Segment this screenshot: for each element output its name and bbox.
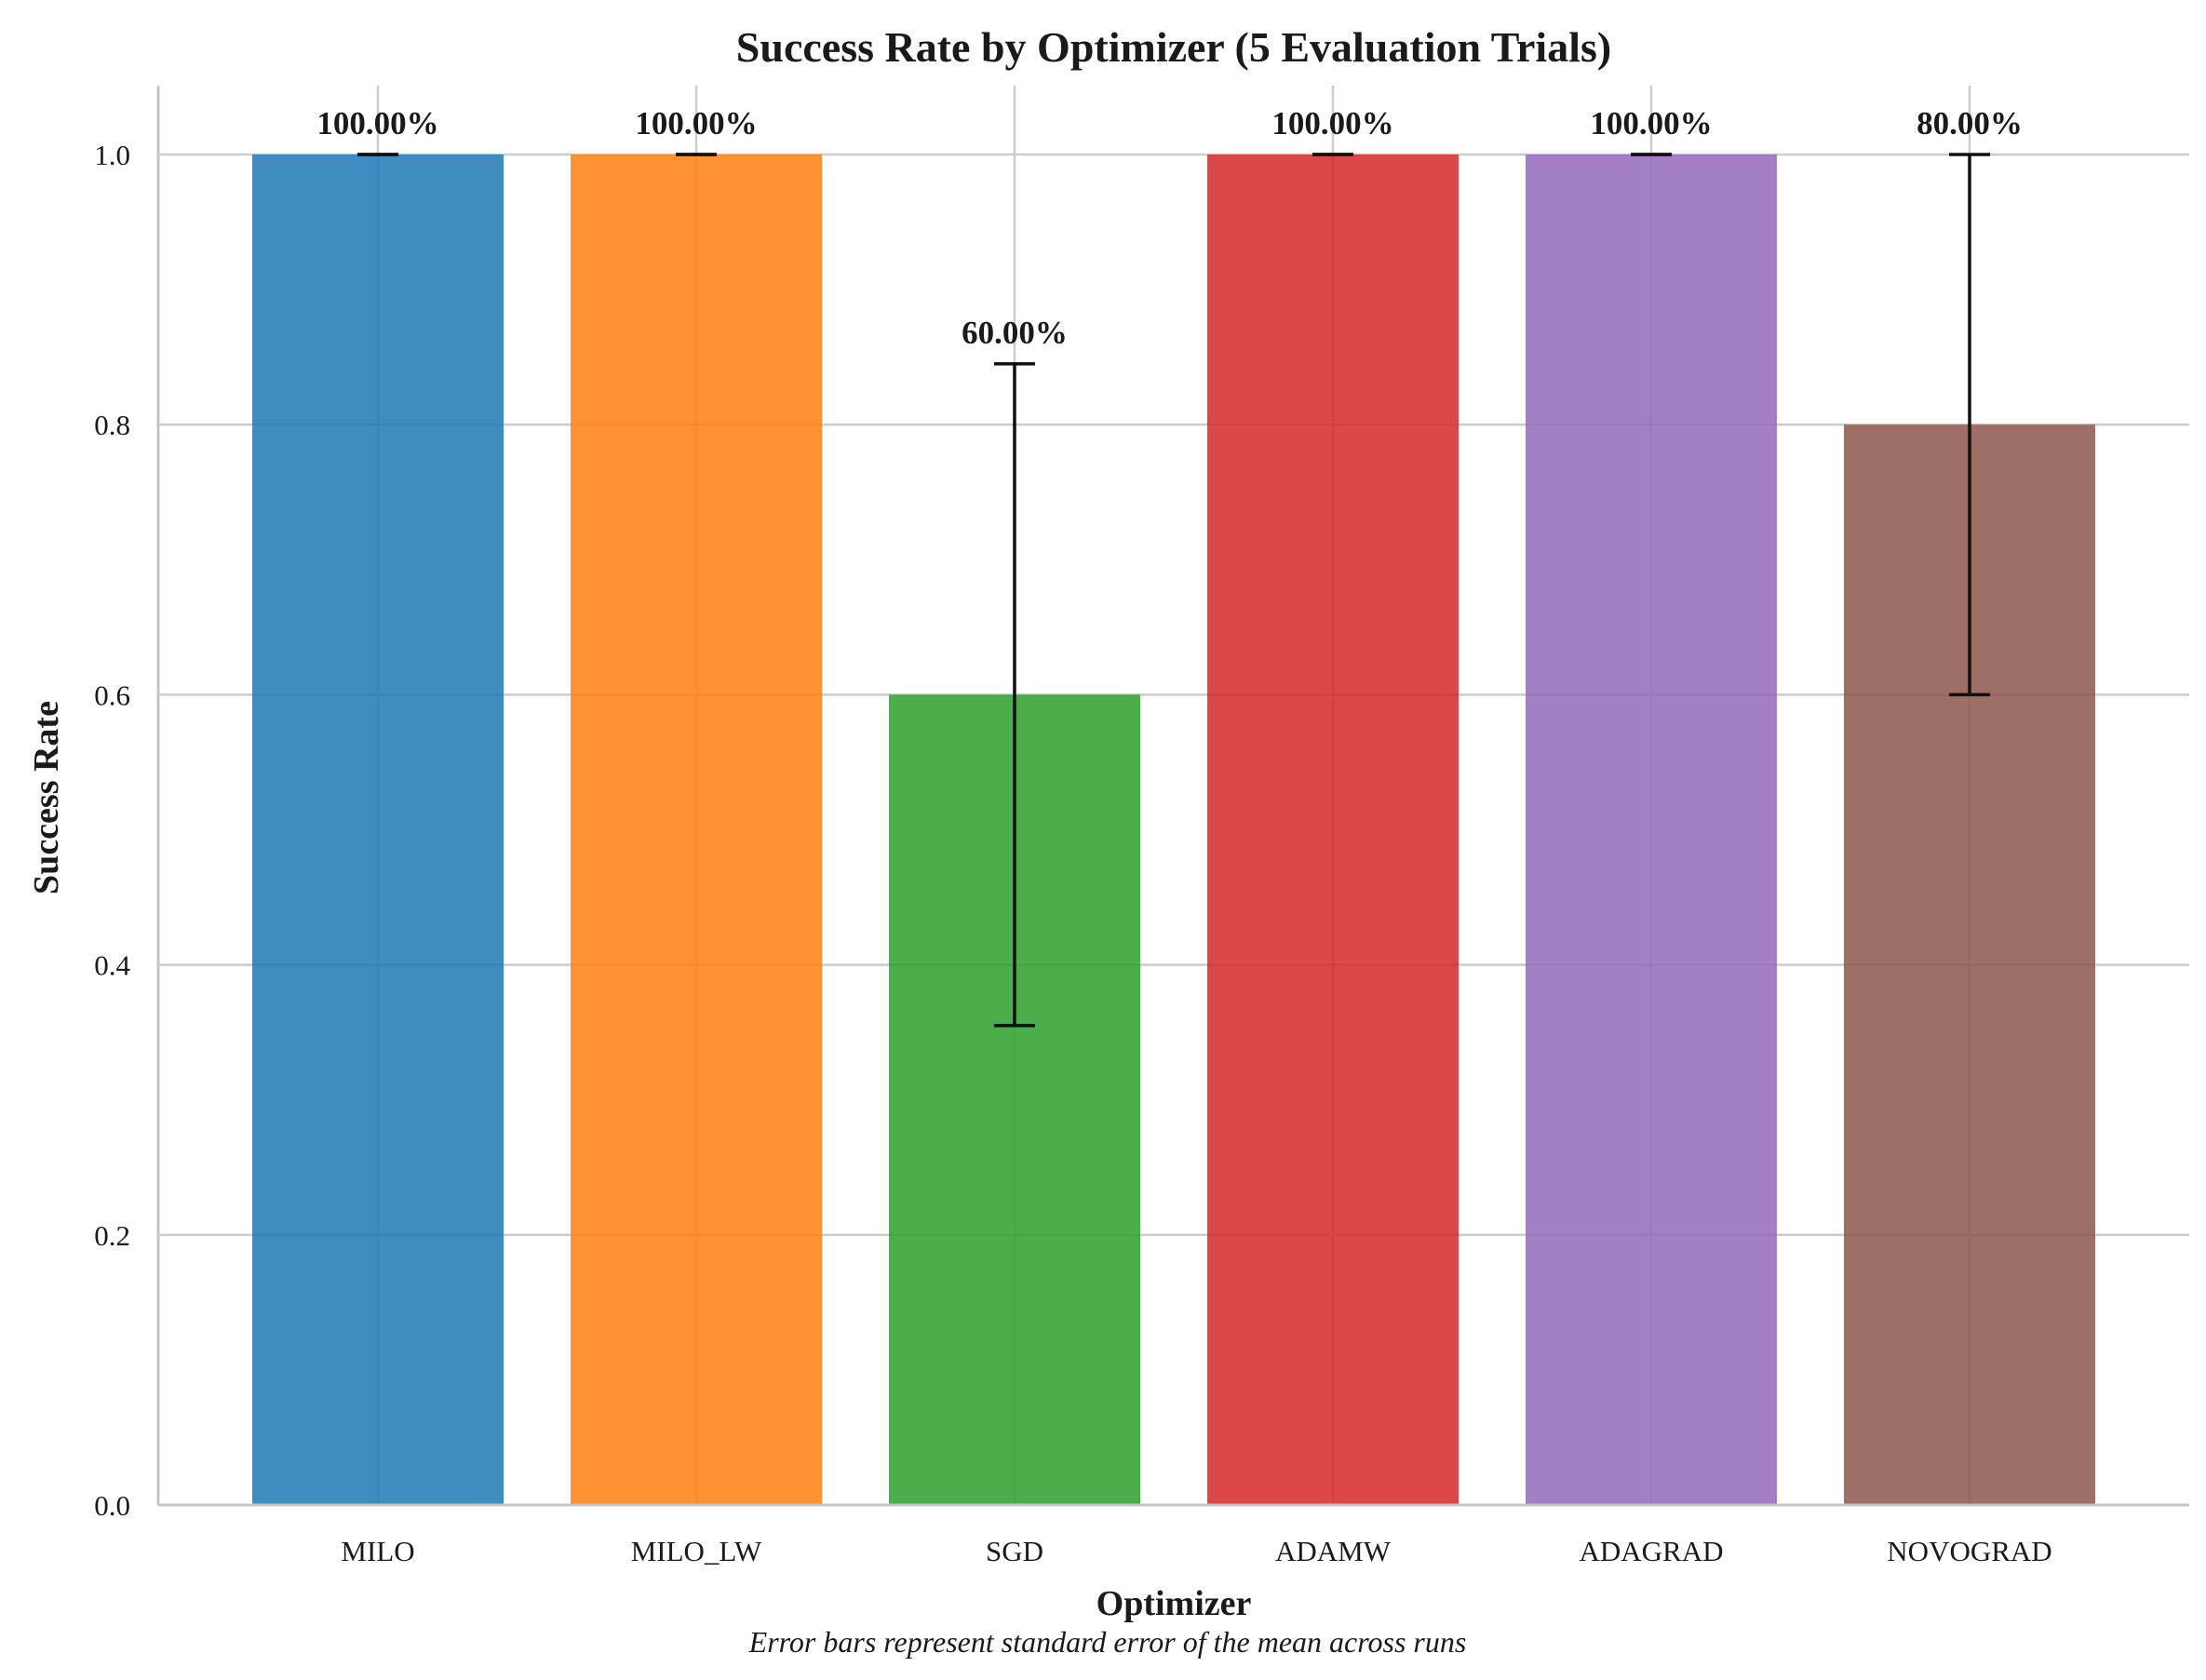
y-tick-label: 0.2 [94, 1219, 130, 1252]
chart-footnote: Error bars represent standard error of t… [748, 1625, 1467, 1659]
axis-layer [156, 86, 2189, 1507]
value-label: 100.00% [635, 105, 757, 141]
chart-title: Success Rate by Optimizer (5 Evaluation … [736, 23, 1611, 71]
y-tick-label: 0.0 [94, 1489, 130, 1522]
value-label: 100.00% [316, 105, 438, 141]
bar-adamw [1207, 155, 1459, 1505]
bar-layer [252, 155, 2095, 1506]
bar-milo [252, 155, 504, 1505]
x-tick-label: NOVOGRAD [1887, 1535, 2051, 1567]
y-tick-label: 1.0 [94, 139, 130, 171]
x-axis-label: Optimizer [1096, 1584, 1252, 1623]
value-label: 80.00% [1917, 105, 2023, 141]
value-labels: 100.00% 100.00% 60.00% 100.00% 100.00% 80.00% [316, 105, 2023, 351]
x-tick-label: MILO_LW [631, 1535, 762, 1567]
x-tick-label: MILO [341, 1535, 414, 1567]
error-bar [994, 362, 1035, 1028]
y-axis-label: Success Rate [27, 701, 66, 894]
x-tick-label: ADAGRAD [1580, 1535, 1724, 1567]
y-tick-label: 0.6 [94, 679, 130, 711]
bar-milo-lw [571, 155, 822, 1505]
error-bar-layer [357, 153, 1990, 1028]
x-tick-label: SGD [986, 1535, 1043, 1567]
x-tick-labels: MILO MILO_LW SGD ADAMW ADAGRAD NOVOGRAD [341, 1535, 2051, 1567]
y-tick-label: 0.4 [94, 949, 130, 982]
error-bar [1949, 153, 1990, 697]
x-tick-label: ADAMW [1275, 1535, 1392, 1567]
value-label: 60.00% [962, 315, 1068, 351]
bar-adagrad [1526, 155, 1777, 1505]
value-label: 100.00% [1271, 105, 1393, 141]
y-tick-labels: 0.0 0.2 0.4 0.6 0.8 1.0 [94, 139, 130, 1522]
y-tick-label: 0.8 [94, 409, 130, 441]
value-label: 100.00% [1590, 105, 1712, 141]
